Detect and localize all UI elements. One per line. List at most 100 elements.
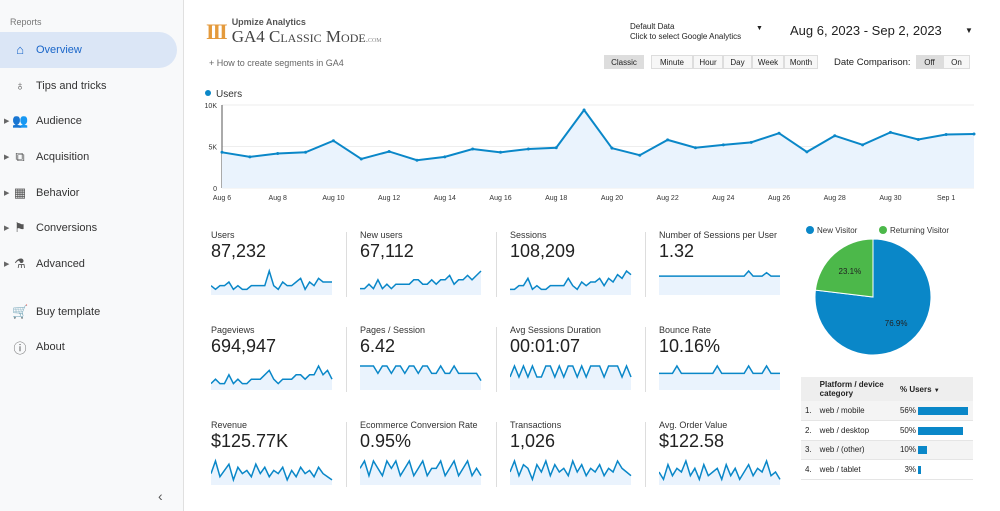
sidebar-item-label: Overview — [36, 43, 82, 56]
date-range-picker[interactable]: Aug 6, 2023 - Sep 2, 2023 — [790, 23, 942, 38]
kpi-label: New users — [360, 230, 403, 240]
view-button-hour[interactable]: Hour — [693, 55, 723, 69]
kpi-value: 00:01:07 — [510, 336, 581, 356]
kpi-sparkline — [510, 458, 632, 485]
logo: III Upmize Analytics GA4 Classic Mode.co… — [206, 17, 382, 47]
view-button-week[interactable]: Week — [752, 55, 784, 69]
data-point — [916, 137, 920, 141]
row-name: web / (other) — [815, 440, 896, 460]
data-source-selector[interactable]: Default Data Click to select Google Analy… — [630, 22, 741, 42]
kpi-label: Pageviews — [211, 325, 255, 335]
x-tick-label: Aug 26 — [768, 195, 790, 202]
comparison-on-button[interactable]: On — [943, 55, 970, 69]
sidebar-item-overview[interactable]: ⌂ Overview — [0, 32, 177, 68]
sparkline-fill — [659, 461, 780, 485]
kpi-sparkline — [510, 364, 632, 390]
kpi-label: Revenue — [211, 420, 248, 430]
legend-marker — [205, 90, 211, 96]
sidebar-item-tips-and-tricks[interactable]: ♁ Tips and tricks — [0, 68, 183, 104]
kpi-sessions[interactable]: Sessions 108,209 — [510, 230, 645, 302]
data-point — [499, 150, 503, 154]
sidebar-item-label: Acquisition — [36, 150, 90, 163]
users-line-chart: Users 0 5K 10K Aug 6 Aug 8 Aug 10 Aug 12 Aug 14 A… — [205, 89, 976, 202]
expand-icon: ▶ — [4, 189, 10, 197]
divider — [346, 327, 347, 392]
sidebar-item-acquisition[interactable]: ▶ ⧉ Acquisition — [0, 139, 183, 175]
segments-link[interactable]: + How to create segments in GA4 — [209, 58, 344, 68]
data-point — [805, 150, 809, 154]
kpi-value: 0.95% — [360, 431, 412, 451]
column-header-platform[interactable]: Platform / device category — [815, 377, 896, 401]
pie-slice — [814, 238, 932, 356]
table-row[interactable]: 1. web / mobile 56% — [801, 401, 973, 421]
acquisition-icon: ⧉ — [15, 148, 25, 164]
view-button-minute[interactable]: Minute — [651, 55, 693, 69]
row-rank: 1. — [801, 401, 816, 421]
data-point — [471, 147, 475, 151]
data-point — [610, 146, 614, 150]
kpi-transactions[interactable]: Transactions 1,026 — [510, 420, 645, 492]
sidebar-item-conversions[interactable]: ▶ ⚑ Conversions — [0, 210, 183, 246]
view-button-classic[interactable]: Classic — [604, 55, 644, 69]
row-name: web / tablet — [815, 459, 896, 480]
comparison-off-button[interactable]: Off — [916, 55, 943, 69]
logo-top: Upmize Analytics — [231, 17, 306, 27]
sidebar-header: Reports — [10, 17, 42, 27]
table-row[interactable]: 4. web / tablet 3% — [801, 459, 973, 480]
caret-down-icon[interactable]: ▼ — [756, 25, 763, 32]
sidebar-item-about[interactable]: ⓘ About — [0, 330, 183, 366]
data-point — [526, 147, 530, 151]
caret-down-icon[interactable]: ▼ — [965, 26, 973, 35]
kpi-sparkline — [360, 364, 482, 390]
kpi-label: Users — [211, 230, 235, 240]
kpi-sparkline — [659, 364, 780, 390]
data-point — [638, 153, 642, 157]
x-tick-label: Aug 18 — [545, 195, 567, 202]
kpi-label: Sessions — [510, 230, 547, 240]
kpi-users[interactable]: Users 87,232 — [211, 230, 346, 302]
kpi-revenue[interactable]: Revenue $125.77K — [211, 420, 346, 492]
sparkline-fill — [510, 366, 631, 390]
data-point — [582, 108, 586, 112]
row-pct: 50% — [895, 420, 917, 441]
kpi-avg-order-value[interactable]: Avg. Order Value $122.58 — [659, 420, 794, 492]
kpi-ecommerce-conversion-rate[interactable]: Ecommerce Conversion Rate 0.95% — [360, 420, 495, 492]
kpi-bounce-rate[interactable]: Bounce Rate 10.16% — [659, 325, 794, 397]
sparkline-fill — [659, 366, 780, 390]
sparkline-line — [211, 458, 333, 483]
data-point — [888, 130, 892, 134]
kpi-sparkline — [659, 458, 781, 485]
sidebar-item-audience[interactable]: ▶ 👥 Audience — [0, 103, 183, 139]
divider — [496, 422, 497, 487]
table-row[interactable]: 3. web / (other) 10% — [801, 440, 973, 460]
collapse-sidebar-button[interactable]: ‹ — [158, 488, 163, 504]
kpi-avg-sessions-duration[interactable]: Avg Sessions Duration 00:01:07 — [510, 325, 645, 397]
table-row[interactable]: 2. web / desktop 50% — [801, 420, 973, 441]
data-point — [220, 150, 224, 154]
data-point — [443, 155, 447, 159]
data-point — [359, 157, 363, 161]
row-bar — [918, 465, 921, 474]
view-button-month[interactable]: Month — [784, 55, 818, 69]
y-tick-label: 0 — [213, 186, 217, 193]
view-button-day[interactable]: Day — [723, 55, 752, 69]
sidebar-item-advanced[interactable]: ▶ ⚗ Advanced — [0, 246, 183, 282]
sidebar-item-label: Behavior — [36, 186, 80, 199]
sparkline-line — [211, 268, 332, 291]
kpi-number-of-sessions-per-user[interactable]: Number of Sessions per User 1.32 — [659, 230, 794, 302]
kpi-pages-session[interactable]: Pages / Session 6.42 — [360, 325, 495, 397]
data-point — [749, 140, 753, 144]
sidebar-item-buy-template[interactable]: 🛒 Buy template — [0, 294, 183, 330]
kpi-new-users[interactable]: New users 67,112 — [360, 230, 495, 302]
kpi-pageviews[interactable]: Pageviews 694,947 — [211, 325, 346, 397]
column-header-users[interactable]: % Users ▼ — [895, 377, 973, 401]
row-pct: 10% — [895, 440, 917, 460]
sidebar-item-behavior[interactable]: ▶ ▦ Behavior — [0, 175, 183, 211]
row-pct: 3% — [895, 459, 917, 480]
row-name: web / mobile — [815, 401, 896, 421]
kpi-label: Number of Sessions per User — [659, 230, 778, 240]
pie-data-label: 23.1% — [839, 267, 862, 276]
sparkline-line — [659, 364, 780, 375]
flask-icon: ⚗ — [14, 255, 26, 271]
cart-icon: 🛒 — [12, 303, 29, 319]
